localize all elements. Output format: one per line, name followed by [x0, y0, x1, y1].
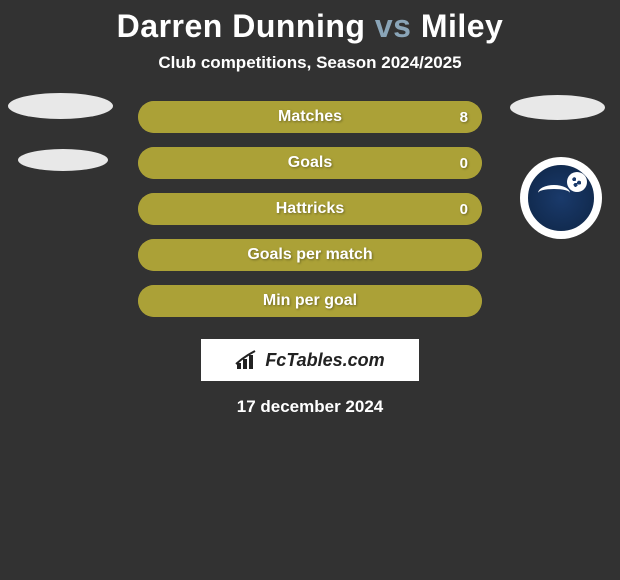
bar-row-matches: Matches 8	[138, 101, 482, 133]
placeholder-badge-2	[18, 149, 108, 171]
bar-value: 8	[460, 109, 468, 126]
bar-label: Goals	[288, 154, 332, 172]
subtitle: Club competitions, Season 2024/2025	[0, 53, 620, 73]
bar-value: 0	[460, 155, 468, 172]
infographic-container: Darren Dunning vs Miley Club competition…	[0, 0, 620, 580]
brand-logo-box: FcTables.com	[201, 339, 419, 381]
bar-row-min-per-goal: Min per goal	[138, 285, 482, 317]
club-badge-inner	[525, 162, 597, 234]
bar-row-goals-per-match: Goals per match	[138, 239, 482, 271]
bar-value: 0	[460, 201, 468, 218]
bar-label: Matches	[278, 108, 342, 126]
placeholder-badge-3	[510, 95, 605, 120]
player-a-name: Darren Dunning	[117, 8, 366, 44]
brand-name: FcTables.com	[265, 350, 384, 371]
soccer-ball-icon	[567, 172, 587, 192]
bar-label: Goals per match	[247, 246, 372, 264]
bar-label: Min per goal	[263, 292, 357, 310]
date-label: 17 december 2024	[0, 397, 620, 417]
right-badge-column	[510, 95, 605, 120]
bar-list: Matches 8 Goals 0 Hattricks 0 Goals per …	[138, 101, 482, 317]
page-title: Darren Dunning vs Miley	[0, 8, 620, 45]
comparison-chart: Matches 8 Goals 0 Hattricks 0 Goals per …	[0, 101, 620, 317]
club-badge	[520, 157, 602, 239]
bar-row-goals: Goals 0	[138, 147, 482, 179]
placeholder-badge-1	[8, 93, 113, 119]
left-badge-column	[8, 93, 113, 171]
bar-row-hattricks: Hattricks 0	[138, 193, 482, 225]
bar-chart-icon	[235, 349, 259, 371]
vs-separator: vs	[375, 8, 412, 44]
player-b-name: Miley	[421, 8, 504, 44]
wave-icon	[538, 185, 570, 201]
bar-label: Hattricks	[276, 200, 344, 218]
